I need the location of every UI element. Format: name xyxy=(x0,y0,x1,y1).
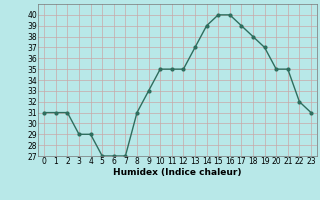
X-axis label: Humidex (Indice chaleur): Humidex (Indice chaleur) xyxy=(113,168,242,177)
